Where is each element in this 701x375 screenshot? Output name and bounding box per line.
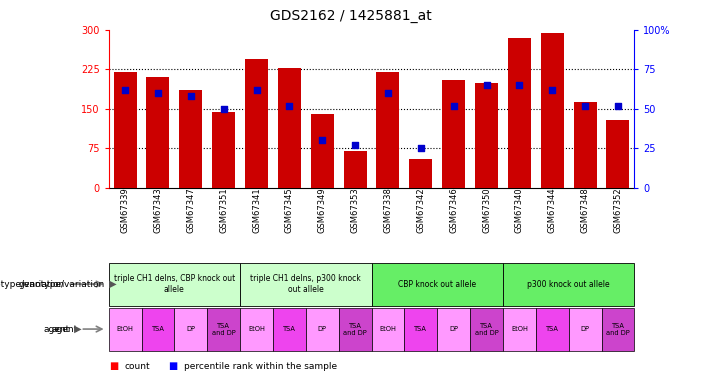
Bar [343, 151, 367, 188]
Text: agent: agent [44, 324, 70, 334]
Bar [339, 308, 372, 351]
Bar [475, 82, 498, 188]
Bar [503, 262, 634, 306]
Bar [569, 308, 601, 351]
Text: p300 knock out allele: p300 knock out allele [527, 280, 610, 289]
Text: TSA: TSA [283, 326, 296, 332]
Point [415, 145, 426, 151]
Point [284, 103, 295, 109]
Point [547, 87, 558, 93]
Text: TSA: TSA [546, 326, 559, 332]
Text: EtOH: EtOH [116, 326, 133, 332]
Bar [573, 102, 597, 188]
Bar [306, 308, 339, 351]
Bar [212, 112, 235, 188]
Bar [147, 77, 170, 188]
Point [152, 90, 163, 96]
Bar [470, 308, 503, 351]
Bar [109, 308, 142, 351]
Bar [109, 262, 240, 306]
Point [218, 106, 229, 112]
Point [613, 103, 624, 109]
Bar [142, 308, 175, 351]
Bar [240, 262, 372, 306]
Bar [376, 72, 400, 188]
Text: GDS2162 / 1425881_at: GDS2162 / 1425881_at [270, 9, 431, 23]
Bar [437, 308, 470, 351]
Bar [601, 308, 634, 351]
Point [481, 82, 492, 88]
Text: ▶: ▶ [106, 279, 116, 289]
Bar [409, 159, 433, 188]
Text: EtOH: EtOH [248, 326, 265, 332]
Point [119, 87, 130, 93]
Bar [179, 90, 203, 188]
Text: TSA
and DP: TSA and DP [475, 322, 498, 336]
Bar [503, 308, 536, 351]
Bar [114, 72, 137, 188]
Text: DP: DP [580, 326, 590, 332]
Point [580, 103, 591, 109]
Text: CBP knock out allele: CBP knock out allele [398, 280, 476, 289]
Point [382, 90, 393, 96]
Bar [372, 262, 503, 306]
Point [251, 87, 262, 93]
Point [317, 137, 328, 143]
Text: EtOH: EtOH [379, 326, 396, 332]
Text: TSA
and DP: TSA and DP [343, 322, 367, 336]
Bar [404, 308, 437, 351]
Text: ▶: ▶ [71, 324, 81, 334]
Bar [240, 308, 273, 351]
Text: TSA: TSA [151, 326, 164, 332]
Text: percentile rank within the sample: percentile rank within the sample [184, 362, 336, 371]
Text: DP: DP [186, 326, 196, 332]
Text: triple CH1 delns, p300 knock
out allele: triple CH1 delns, p300 knock out allele [250, 274, 361, 294]
Point [350, 142, 361, 148]
Bar [245, 59, 268, 188]
Bar [606, 120, 629, 188]
Point [514, 82, 525, 88]
Text: TSA: TSA [414, 326, 427, 332]
Text: DP: DP [318, 326, 327, 332]
Text: agent: agent [52, 324, 79, 334]
Bar [175, 308, 207, 351]
Text: genotype/variation: genotype/variation [19, 280, 105, 289]
Text: DP: DP [449, 326, 458, 332]
Bar [278, 68, 301, 188]
Text: TSA
and DP: TSA and DP [212, 322, 236, 336]
Text: ■: ■ [168, 361, 177, 371]
Text: triple CH1 delns, CBP knock out
allele: triple CH1 delns, CBP knock out allele [114, 274, 235, 294]
Bar [311, 114, 334, 188]
Point [185, 93, 196, 99]
Bar [372, 308, 404, 351]
Text: ■: ■ [109, 361, 118, 371]
Bar [536, 308, 569, 351]
Bar [508, 38, 531, 188]
Bar [273, 308, 306, 351]
Point [448, 103, 459, 109]
Text: count: count [124, 362, 150, 371]
Text: genotype/variation: genotype/variation [0, 280, 65, 289]
Bar [442, 80, 465, 188]
Bar [207, 308, 240, 351]
Text: EtOH: EtOH [511, 326, 528, 332]
Bar [540, 33, 564, 188]
Text: TSA
and DP: TSA and DP [606, 322, 630, 336]
